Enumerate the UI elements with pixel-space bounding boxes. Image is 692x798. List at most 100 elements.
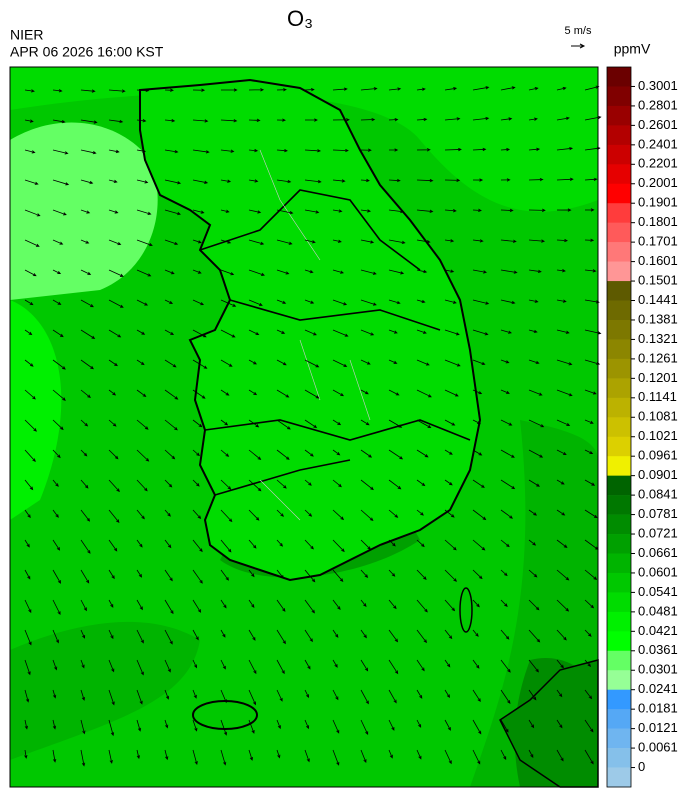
wind-arrow bbox=[248, 299, 263, 306]
wind-arrow bbox=[416, 539, 425, 548]
wind-arrow bbox=[276, 659, 285, 675]
wind-arrow bbox=[360, 629, 367, 639]
colorbar-label: 0.1601 bbox=[638, 253, 678, 268]
colorbar-swatch bbox=[607, 222, 631, 243]
wind-arrow bbox=[248, 599, 255, 608]
wind-arrow bbox=[360, 239, 375, 244]
wind-arrow bbox=[584, 749, 594, 765]
colorbar-label: 0.0541 bbox=[638, 584, 678, 599]
wind-arrow bbox=[220, 179, 232, 183]
wind-arrow bbox=[360, 719, 369, 736]
wind-arrow bbox=[248, 749, 253, 761]
wind-arrow bbox=[444, 449, 453, 455]
colorbar-label: 0.1261 bbox=[638, 350, 678, 365]
wind-arrow bbox=[24, 689, 30, 703]
colorbar-label: 0.0241 bbox=[638, 681, 678, 696]
wind-arrow bbox=[108, 629, 114, 640]
wind-arrow bbox=[52, 179, 70, 186]
wind-arrow bbox=[444, 147, 462, 152]
colorbar-swatch bbox=[607, 592, 631, 613]
wind-arrow bbox=[556, 177, 574, 181]
wind-arrow bbox=[500, 178, 511, 182]
title: O₃ bbox=[287, 6, 313, 31]
wind-arrow bbox=[80, 239, 90, 244]
wind-arrow bbox=[136, 719, 142, 732]
colorbar-label: 0.0421 bbox=[638, 623, 678, 638]
wind-arrow bbox=[80, 479, 89, 489]
wind-arrow bbox=[248, 389, 258, 396]
wind-arrow bbox=[248, 689, 257, 706]
wind-arrow bbox=[388, 479, 402, 490]
wind-arrow bbox=[500, 509, 513, 519]
colorbar-label: 0.1701 bbox=[638, 234, 678, 249]
wind-arrow bbox=[360, 389, 369, 395]
colorbar-swatch bbox=[607, 631, 631, 652]
colorbar-label: 0.0781 bbox=[638, 506, 678, 521]
wind-arrow bbox=[276, 719, 281, 730]
wind-arrow bbox=[444, 659, 451, 668]
wind-arrow bbox=[80, 569, 90, 584]
wind-arrow bbox=[276, 329, 286, 334]
wind-arrow bbox=[108, 239, 122, 246]
wind-arrow bbox=[360, 117, 376, 122]
wind-arrow bbox=[276, 509, 285, 517]
wind-arrow bbox=[444, 269, 455, 273]
wind-arrow bbox=[108, 719, 115, 737]
wind-arrow bbox=[444, 599, 456, 612]
wind-arrow bbox=[108, 689, 115, 706]
wind-arrow bbox=[500, 449, 515, 458]
wind-arrow bbox=[108, 389, 117, 396]
wind-arrow bbox=[248, 359, 257, 365]
wind-arrow bbox=[136, 659, 144, 676]
colorbar-swatch bbox=[607, 358, 631, 379]
colorbar-label: 0.0361 bbox=[638, 642, 678, 657]
wind-arrow bbox=[472, 629, 479, 637]
wind-arrow bbox=[136, 479, 148, 492]
wind-arrow bbox=[24, 509, 31, 519]
wind-arrow bbox=[444, 209, 457, 213]
wind-arrow bbox=[24, 179, 39, 185]
wind-arrow bbox=[248, 449, 262, 460]
wind-arrow bbox=[472, 569, 483, 580]
wind-arrow bbox=[192, 239, 202, 244]
wind-arrow bbox=[304, 569, 316, 583]
wind-arrow bbox=[248, 329, 260, 336]
wind-arrow bbox=[220, 539, 232, 553]
wind-arrow bbox=[444, 629, 453, 640]
wind-arrow bbox=[304, 179, 322, 184]
wind-arrow bbox=[304, 359, 320, 368]
wind-arrow bbox=[332, 87, 348, 91]
colorbar-label: 0.0961 bbox=[638, 448, 678, 463]
wind-arrow bbox=[332, 299, 348, 306]
colorbar-label: 0 bbox=[638, 759, 645, 774]
wind-arrow bbox=[108, 419, 117, 427]
wind-arrow bbox=[304, 239, 316, 244]
wind-arrow bbox=[444, 239, 455, 243]
wind-arrow bbox=[556, 86, 567, 91]
wind-arrow bbox=[528, 299, 539, 303]
wind-arrow bbox=[24, 719, 28, 730]
wind-arrow bbox=[220, 569, 229, 581]
wind-arrow bbox=[388, 659, 399, 675]
wind-arrow bbox=[556, 419, 571, 426]
wind-arrow bbox=[360, 148, 372, 152]
wind-arrow bbox=[332, 329, 349, 337]
wind-arrow bbox=[52, 389, 66, 401]
wind-arrow bbox=[388, 178, 401, 183]
wind-arrow bbox=[276, 389, 290, 398]
colorbar-label: 0.3001 bbox=[638, 78, 678, 93]
wind-arrow bbox=[332, 269, 344, 274]
wind-arrow bbox=[164, 599, 174, 615]
wind-arrow bbox=[556, 689, 563, 698]
wind-arrow bbox=[192, 599, 202, 613]
wind-arrow bbox=[304, 149, 322, 153]
colorbar-swatch bbox=[607, 339, 631, 360]
wind-arrow bbox=[248, 539, 257, 549]
wind-arrow bbox=[472, 178, 484, 182]
colorbar-label: 0.1141 bbox=[638, 389, 677, 404]
wind-arrow bbox=[52, 449, 61, 459]
colorbar-swatch bbox=[607, 514, 631, 535]
wind-arrow bbox=[220, 629, 226, 638]
wind-arrow bbox=[136, 389, 147, 398]
wind-arrow bbox=[444, 87, 458, 91]
